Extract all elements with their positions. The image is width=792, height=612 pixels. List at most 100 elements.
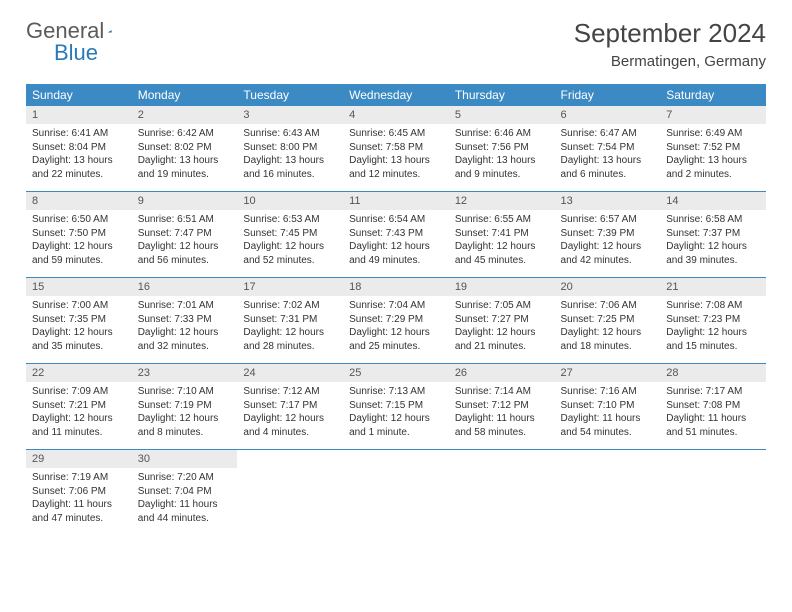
location: Bermatingen, Germany [574, 53, 766, 70]
day-number: 21 [660, 278, 766, 296]
weekday-header: Sunday [26, 84, 132, 106]
calendar-day-cell: 21Sunrise: 7:08 AMSunset: 7:23 PMDayligh… [660, 278, 766, 364]
calendar-day-cell: 20Sunrise: 7:06 AMSunset: 7:25 PMDayligh… [555, 278, 661, 364]
calendar-day-cell: 7 Sunrise: 6:49 AMSunset: 7:52 PMDaylight… [660, 106, 766, 192]
calendar-day-cell: 30Sunrise: 7:20 AMSunset: 7:04 PMDayligh… [132, 450, 238, 536]
sunrise-text: Sunrise: 6:45 AM [349, 127, 443, 141]
calendar-day-cell: 10Sunrise: 6:53 AMSunset: 7:45 PMDayligh… [237, 192, 343, 278]
sunrise-text: Sunrise: 6:41 AM [32, 127, 126, 141]
day-number: 25 [343, 364, 449, 382]
day-body: Sunrise: 7:08 AMSunset: 7:23 PMDaylight:… [660, 296, 766, 363]
sunset-text: Sunset: 7:45 PM [243, 227, 337, 241]
daylight-text: Daylight: 12 hours and 11 minutes. [32, 412, 126, 439]
day-body [449, 468, 555, 481]
sunset-text: Sunset: 7:29 PM [349, 313, 443, 327]
day-number: 20 [555, 278, 661, 296]
sunset-text: Sunset: 7:43 PM [349, 227, 443, 241]
calendar-week-row: 22Sunrise: 7:09 AMSunset: 7:21 PMDayligh… [26, 364, 766, 450]
daylight-text: Daylight: 11 hours and 58 minutes. [455, 412, 549, 439]
weekday-header: Wednesday [343, 84, 449, 106]
day-number [660, 450, 766, 468]
day-number: 19 [449, 278, 555, 296]
day-body: Sunrise: 6:45 AMSunset: 7:58 PMDaylight:… [343, 124, 449, 191]
sunrise-text: Sunrise: 6:51 AM [138, 213, 232, 227]
calendar-day-cell: 19Sunrise: 7:05 AMSunset: 7:27 PMDayligh… [449, 278, 555, 364]
daylight-text: Daylight: 12 hours and 52 minutes. [243, 240, 337, 267]
calendar-day-cell [343, 450, 449, 536]
day-number: 27 [555, 364, 661, 382]
calendar-week-row: 15Sunrise: 7:00 AMSunset: 7:35 PMDayligh… [26, 278, 766, 364]
calendar-day-cell [555, 450, 661, 536]
day-number [555, 450, 661, 468]
daylight-text: Daylight: 12 hours and 35 minutes. [32, 326, 126, 353]
calendar-day-cell: 27Sunrise: 7:16 AMSunset: 7:10 PMDayligh… [555, 364, 661, 450]
sunset-text: Sunset: 7:21 PM [32, 399, 126, 413]
sunset-text: Sunset: 7:35 PM [32, 313, 126, 327]
day-body: Sunrise: 7:05 AMSunset: 7:27 PMDaylight:… [449, 296, 555, 363]
calendar-day-cell: 26Sunrise: 7:14 AMSunset: 7:12 PMDayligh… [449, 364, 555, 450]
day-number: 6 [555, 106, 661, 124]
sunset-text: Sunset: 7:50 PM [32, 227, 126, 241]
sunset-text: Sunset: 7:58 PM [349, 141, 443, 155]
calendar-day-cell: 23Sunrise: 7:10 AMSunset: 7:19 PMDayligh… [132, 364, 238, 450]
day-body: Sunrise: 7:14 AMSunset: 7:12 PMDaylight:… [449, 382, 555, 449]
day-body: Sunrise: 6:46 AMSunset: 7:56 PMDaylight:… [449, 124, 555, 191]
sunrise-text: Sunrise: 6:58 AM [666, 213, 760, 227]
sunset-text: Sunset: 7:06 PM [32, 485, 126, 499]
calendar-day-cell [449, 450, 555, 536]
sunset-text: Sunset: 7:56 PM [455, 141, 549, 155]
day-body: Sunrise: 6:54 AMSunset: 7:43 PMDaylight:… [343, 210, 449, 277]
sunrise-text: Sunrise: 6:55 AM [455, 213, 549, 227]
sunset-text: Sunset: 7:41 PM [455, 227, 549, 241]
calendar-day-cell: 8Sunrise: 6:50 AMSunset: 7:50 PMDaylight… [26, 192, 132, 278]
sunrise-text: Sunrise: 7:02 AM [243, 299, 337, 313]
calendar-day-cell: 28Sunrise: 7:17 AMSunset: 7:08 PMDayligh… [660, 364, 766, 450]
sunrise-text: Sunrise: 7:05 AM [455, 299, 549, 313]
day-body: Sunrise: 7:19 AMSunset: 7:06 PMDaylight:… [26, 468, 132, 535]
sunset-text: Sunset: 7:15 PM [349, 399, 443, 413]
calendar-day-cell: 24Sunrise: 7:12 AMSunset: 7:17 PMDayligh… [237, 364, 343, 450]
sunset-text: Sunset: 7:19 PM [138, 399, 232, 413]
calendar-day-cell: 1Sunrise: 6:41 AMSunset: 8:04 PMDaylight… [26, 106, 132, 192]
sunrise-text: Sunrise: 6:49 AM [666, 127, 760, 141]
sunrise-text: Sunrise: 7:09 AM [32, 385, 126, 399]
sunset-text: Sunset: 7:27 PM [455, 313, 549, 327]
daylight-text: Daylight: 12 hours and 15 minutes. [666, 326, 760, 353]
calendar-table: Sunday Monday Tuesday Wednesday Thursday… [26, 84, 766, 535]
day-number: 15 [26, 278, 132, 296]
sunset-text: Sunset: 7:52 PM [666, 141, 760, 155]
sunset-text: Sunset: 7:08 PM [666, 399, 760, 413]
daylight-text: Daylight: 13 hours and 6 minutes. [561, 154, 655, 181]
day-number: 14 [660, 192, 766, 210]
day-body: Sunrise: 7:00 AMSunset: 7:35 PMDaylight:… [26, 296, 132, 363]
sunset-text: Sunset: 7:31 PM [243, 313, 337, 327]
day-body: Sunrise: 6:47 AMSunset: 7:54 PMDaylight:… [555, 124, 661, 191]
day-number: 7 [660, 106, 766, 124]
calendar-day-cell: 9Sunrise: 6:51 AMSunset: 7:47 PMDaylight… [132, 192, 238, 278]
day-body: Sunrise: 6:55 AMSunset: 7:41 PMDaylight:… [449, 210, 555, 277]
daylight-text: Daylight: 12 hours and 4 minutes. [243, 412, 337, 439]
daylight-text: Daylight: 11 hours and 54 minutes. [561, 412, 655, 439]
sunrise-text: Sunrise: 6:54 AM [349, 213, 443, 227]
day-body: Sunrise: 6:41 AMSunset: 8:04 PMDaylight:… [26, 124, 132, 191]
day-body: Sunrise: 6:57 AMSunset: 7:39 PMDaylight:… [555, 210, 661, 277]
calendar-day-cell [237, 450, 343, 536]
day-number: 28 [660, 364, 766, 382]
day-number: 22 [26, 364, 132, 382]
day-number: 8 [26, 192, 132, 210]
day-body: Sunrise: 6:53 AMSunset: 7:45 PMDaylight:… [237, 210, 343, 277]
day-body [660, 468, 766, 481]
sunrise-text: Sunrise: 7:16 AM [561, 385, 655, 399]
day-number: 11 [343, 192, 449, 210]
sunrise-text: Sunrise: 6:46 AM [455, 127, 549, 141]
daylight-text: Daylight: 13 hours and 2 minutes. [666, 154, 760, 181]
sunrise-text: Sunrise: 7:14 AM [455, 385, 549, 399]
daylight-text: Daylight: 13 hours and 12 minutes. [349, 154, 443, 181]
sunrise-text: Sunrise: 7:19 AM [32, 471, 126, 485]
sunset-text: Sunset: 7:04 PM [138, 485, 232, 499]
sunrise-text: Sunrise: 7:10 AM [138, 385, 232, 399]
sunset-text: Sunset: 7:54 PM [561, 141, 655, 155]
weekday-header: Friday [555, 84, 661, 106]
day-body: Sunrise: 7:06 AMSunset: 7:25 PMDaylight:… [555, 296, 661, 363]
sunset-text: Sunset: 7:23 PM [666, 313, 760, 327]
